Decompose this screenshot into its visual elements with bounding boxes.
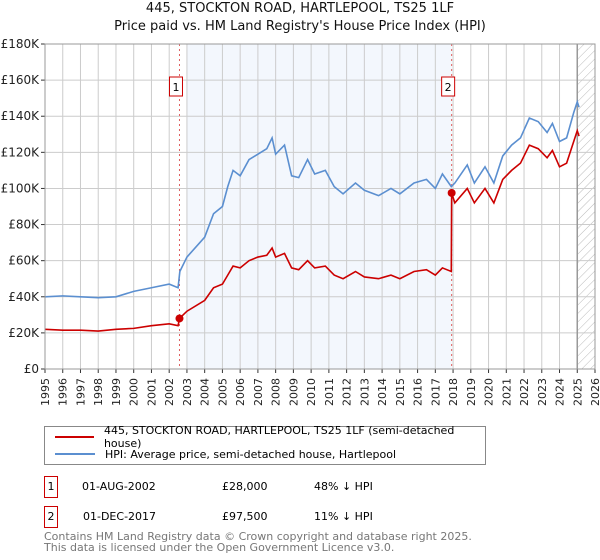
y-tick-label: £100K [1,181,41,195]
transaction-marker: 1 [44,476,58,498]
y-tick-label: £120K [1,145,41,159]
transaction-hpi-diff: 48% ↓ HPI [314,480,373,493]
x-tick-label: 2018 [447,378,460,406]
legend-swatch-red [55,436,94,438]
x-tick-label: 2025 [571,378,584,406]
legend-label: HPI: Average price, semi-detached house,… [105,447,397,461]
legend-item-property: 445, STOCKTON ROAD, HARTLEPOOL, TS25 1LF… [55,424,485,450]
y-tick-label: £0 [24,362,39,376]
legend-item-hpi: HPI: Average price, semi-detached house,… [55,446,396,462]
hatched-region [577,44,595,369]
sale-label-box [168,76,183,97]
x-tick-label: 2019 [465,378,478,406]
transaction-row: 2 01-DEC-2017 £97,500 11% ↓ HPI [44,506,600,528]
transaction-price: £28,000 [222,480,268,493]
x-tick-label: 2016 [412,378,425,406]
x-tick-label: 2002 [163,378,176,406]
footer-line: Contains HM Land Registry data © Crown c… [44,530,472,543]
sale-label: 1 [172,81,179,94]
y-tick-label: £20K [8,326,40,340]
legend-label: 445, STOCKTON ROAD, HARTLEPOOL, TS25 1LF… [103,424,455,450]
transaction-row: 1 01-AUG-2002 £28,000 48% ↓ HPI [44,476,600,498]
footer-line: This data is licensed under the Open Gov… [44,541,395,554]
sale-point [175,314,184,323]
x-tick-label: 2010 [305,378,318,406]
legend-swatch-blue [55,453,95,455]
x-tick-label: 2015 [394,378,407,406]
x-tick-label: 2008 [270,378,283,406]
x-tick-label: 2004 [199,378,212,406]
shaded-region [186,44,452,369]
x-tick-label: 2026 [589,378,600,406]
x-tick-label: 2021 [500,378,513,406]
x-tick-label: 2020 [483,378,496,406]
x-tick-label: 2006 [234,378,247,406]
x-tick-label: 2001 [145,378,158,406]
y-tick-label: £80K [8,218,40,232]
x-tick-label: 2022 [518,378,531,406]
transaction-price: £97,500 [222,510,268,523]
transaction-date: 01-AUG-2002 [82,480,156,493]
x-tick-label: 1998 [92,378,105,406]
hpi-line [44,99,580,299]
x-tick-label: 2000 [128,378,141,406]
y-tick-label: £40K [8,290,40,304]
x-tick-label: 1996 [57,378,70,406]
transaction-marker: 2 [44,506,58,528]
y-tick-label: £160K [1,73,41,87]
plot-frame [44,43,596,370]
y-tick-label: £180K [1,37,41,51]
x-tick-label: 2013 [358,378,371,406]
legend: 445, STOCKTON ROAD, HARTLEPOOL, TS25 1LF… [44,424,486,465]
x-tick-label: 2012 [341,378,354,406]
x-tick-label: 2003 [181,378,194,406]
footer: Contains HM Land Registry data © Crown c… [44,531,472,553]
x-tick-label: 2014 [376,378,389,406]
y-tick-label: £140K [1,109,41,123]
transaction-date: 01-DEC-2017 [83,510,157,523]
chart-plot: 1995 1996 1997 1998 1999 2000 2001 2002 2003 2004… [1,37,600,406]
price-paid-line [44,128,580,332]
sale-label-box [441,76,456,97]
y-tick-label: £60K [8,254,40,268]
x-tick-label: 1997 [74,378,87,406]
x-tick-label: 2007 [252,378,265,406]
transaction-hpi-diff: 11% ↓ HPI [314,510,373,523]
x-tick-label: 2017 [429,378,442,406]
x-tick-label: 2011 [323,378,336,406]
x-tick-label: 1995 [39,378,52,406]
chart-subtitle: Price paid vs. HM Land Registry's House … [114,19,486,34]
x-tick-label: 2023 [536,378,549,406]
chart-title: 445, STOCKTON ROAD, HARTLEPOOL, TS25 1LF [145,1,455,16]
x-tick-label: 2005 [216,378,229,406]
x-tick-label: 2024 [554,378,567,406]
sale-point [447,188,456,197]
sale-label: 2 [445,81,452,94]
x-tick-label: 2009 [287,378,300,406]
x-tick-label: 1999 [110,378,123,406]
